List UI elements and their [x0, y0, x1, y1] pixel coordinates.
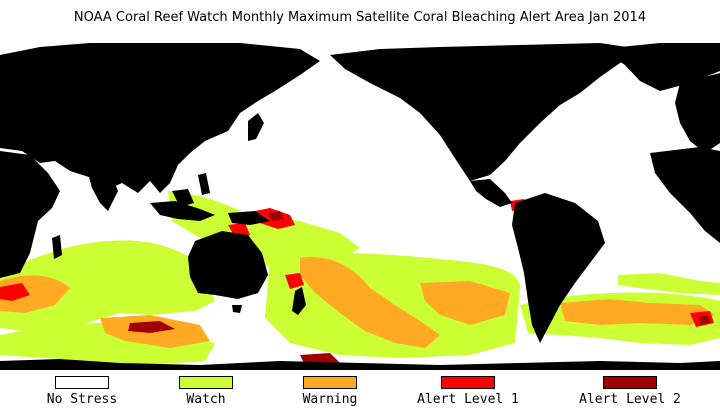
legend-item-watch: Watch [136, 376, 276, 407]
legend: No Stress Watch Warning Alert Level 1 Al… [0, 376, 720, 411]
land-tasmania [232, 305, 242, 313]
land-north-africa [650, 147, 720, 243]
legend-swatch-watch [179, 376, 233, 389]
watch-zone-indian-ocean [0, 240, 215, 333]
legend-label-alert-level-2: Alert Level 2 [579, 392, 681, 407]
legend-label-alert-level-1: Alert Level 1 [417, 392, 519, 407]
legend-item-no-stress: No Stress [12, 376, 152, 407]
land-philippines [198, 173, 210, 195]
watch-zone-east-atlantic [618, 273, 720, 295]
land-borneo [172, 189, 194, 207]
legend-label-no-stress: No Stress [46, 392, 118, 407]
land-madagascar [52, 235, 62, 259]
map-title: NOAA Coral Reef Watch Monthly Maximum Sa… [73, 10, 647, 25]
warning-zone-south-atlantic [560, 299, 715, 325]
legend-swatch-no-stress [55, 376, 109, 389]
land-japan [248, 113, 264, 141]
alert1-zone-indian [0, 283, 30, 301]
warning-zones [0, 257, 715, 348]
land-africa [0, 151, 60, 278]
watch-zone-west-pacific [168, 191, 360, 271]
warning-zone-south-pacific [300, 257, 440, 348]
legend-item-alert-level-2: Alert Level 2 [560, 376, 700, 407]
legend-label-warning: Warning [302, 392, 358, 407]
land-new-zealand [292, 287, 306, 315]
land-europe-east [675, 73, 720, 153]
bleaching-alert-map [0, 43, 720, 370]
land-antarctica [0, 359, 720, 370]
land-eurasia [0, 43, 320, 193]
land-north-america [330, 43, 640, 181]
legend-swatch-warning [303, 376, 357, 389]
land-greenland [600, 43, 720, 91]
legend-item-alert-level-1: Alert Level 1 [398, 376, 538, 407]
land-indonesia [150, 201, 215, 221]
legend-swatch-alert-level-2 [603, 376, 657, 389]
land-masses [0, 43, 720, 370]
land-central-america [470, 179, 512, 207]
alert2-zone-png [268, 211, 284, 221]
alert2-zone-south-indian [128, 321, 175, 333]
legend-item-warning: Warning [260, 376, 400, 407]
land-india [88, 171, 118, 211]
legend-label-watch: Watch [186, 392, 226, 407]
land-australia [188, 231, 268, 299]
warning-zone-sw-pacific [420, 281, 510, 325]
alert-level-2-zones [128, 211, 710, 365]
land-south-america [512, 193, 605, 343]
alert1-zone-se-pacific [285, 273, 304, 289]
map-svg [0, 43, 720, 370]
alert2-zone-atlantic [698, 315, 710, 325]
legend-swatch-alert-level-1 [441, 376, 495, 389]
land-new-guinea [228, 211, 270, 225]
